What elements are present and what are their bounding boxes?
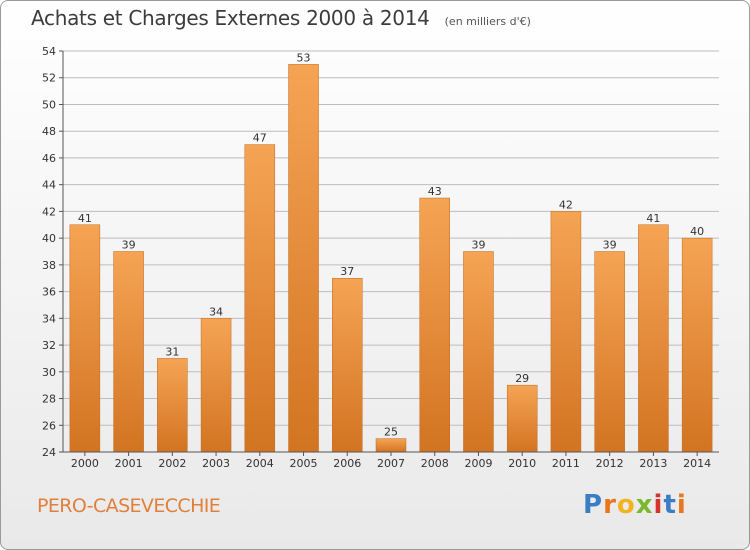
- bar: [419, 197, 450, 453]
- brand-letter: x: [635, 490, 654, 520]
- x-tick-label: 2014: [683, 457, 711, 470]
- y-tick-label: 46: [42, 152, 56, 165]
- brand-letter: r: [603, 490, 617, 520]
- x-tick-label: 2011: [552, 457, 580, 470]
- x-tick-label: 2010: [508, 457, 536, 470]
- axes: [59, 50, 719, 456]
- bar: [594, 251, 625, 453]
- y-tick-label: 34: [42, 312, 56, 325]
- y-tick-label: 38: [42, 259, 56, 272]
- chart-title-text: Achats et Charges Externes 2000 à 2014: [31, 6, 430, 30]
- brand-letter: i: [676, 490, 687, 520]
- bar: [113, 251, 144, 453]
- x-tick-label: 2004: [246, 457, 274, 470]
- bar-value-label: 41: [646, 212, 660, 225]
- bar: [332, 277, 363, 453]
- bar: [375, 438, 407, 453]
- chart-title: Achats et Charges Externes 2000 à 2014 (…: [31, 6, 531, 30]
- y-tick-label: 48: [42, 125, 56, 138]
- x-tick-label: 2001: [115, 457, 143, 470]
- bar: [638, 224, 669, 453]
- x-tick-label: 2012: [596, 457, 624, 470]
- y-tick-label: 54: [42, 45, 56, 58]
- brand-letter: t: [663, 490, 677, 520]
- bar: [463, 251, 494, 453]
- bar-value-label: 41: [78, 212, 92, 225]
- bar-value-label: 31: [165, 345, 179, 358]
- x-tick-label: 2002: [158, 457, 186, 470]
- bar-value-label: 42: [559, 198, 573, 211]
- x-tick-label: 2003: [202, 457, 230, 470]
- y-tick-label: 24: [42, 446, 56, 459]
- bar: [288, 64, 319, 453]
- bar: [506, 384, 538, 453]
- y-tick-label: 26: [42, 419, 56, 432]
- y-tick-label: 50: [42, 98, 56, 111]
- bar-value-label: 40: [690, 225, 704, 238]
- y-tick-label: 32: [42, 339, 56, 352]
- bar-value-label: 29: [515, 372, 529, 385]
- bars: [69, 64, 713, 453]
- brand-letter: i: [653, 490, 664, 520]
- bar: [550, 211, 582, 453]
- y-tick-label: 44: [42, 179, 56, 192]
- bar-value-label: 37: [340, 265, 354, 278]
- proxiti-logo: Proxiti: [583, 490, 687, 520]
- commune-name: PERO-CASEVECCHIE: [37, 495, 221, 517]
- x-tick-label: 2006: [333, 457, 361, 470]
- y-tick-label: 40: [42, 232, 56, 245]
- y-tick-label: 52: [42, 72, 56, 85]
- bar: [157, 358, 188, 453]
- bar: [69, 224, 101, 453]
- y-tick-label: 36: [42, 286, 56, 299]
- y-tick-label: 42: [42, 205, 56, 218]
- brand-letter: o: [616, 490, 636, 520]
- bar-value-label: 47: [253, 132, 267, 145]
- bar-value-label: 34: [209, 305, 223, 318]
- chart-unit-text: (en milliers d'€): [444, 15, 531, 28]
- x-tick-label: 2007: [377, 457, 405, 470]
- bar-value-label: 39: [122, 239, 136, 252]
- bar-value-label: 43: [428, 185, 442, 198]
- bar-value-label: 39: [471, 239, 485, 252]
- x-tick-label: 2009: [464, 457, 492, 470]
- x-tick-label: 2005: [290, 457, 318, 470]
- x-tick-label: 2008: [421, 457, 449, 470]
- y-tick-label: 28: [42, 393, 56, 406]
- y-tick-label: 30: [42, 366, 56, 379]
- bar-value-label: 53: [297, 51, 311, 64]
- bar: [200, 318, 232, 453]
- brand-letter: P: [583, 490, 604, 520]
- x-tick-label: 2000: [71, 457, 99, 470]
- x-tick-label: 2013: [639, 457, 667, 470]
- bar: [244, 144, 276, 453]
- bar: [681, 237, 713, 453]
- labels: 24 26 28 30 32 34 36 38 40 42 44 46 48 50 52 54 41 2000 39…: [42, 45, 711, 470]
- bar-value-label: 39: [603, 239, 617, 252]
- bar-value-label: 25: [384, 426, 398, 439]
